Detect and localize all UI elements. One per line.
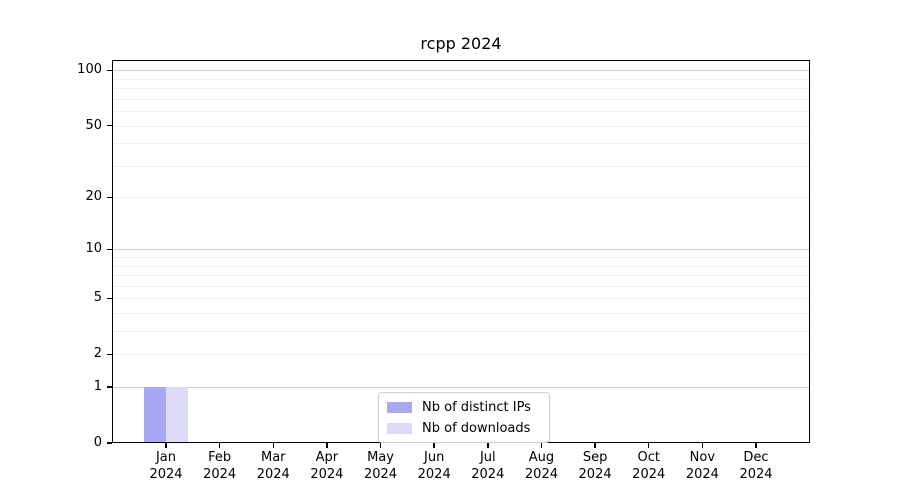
y-gridline-minor: [113, 275, 809, 277]
y-gridline-minor: [113, 265, 809, 267]
x-tick-label: Dec 2024: [724, 449, 788, 483]
y-gridline-minor: [113, 197, 809, 199]
y-tick: [107, 386, 112, 388]
x-tick-label-month: Jun: [424, 450, 445, 465]
y-gridline-minor: [113, 88, 809, 90]
x-tick-label-month: Apr: [315, 450, 339, 465]
y-tick-label: 1: [93, 379, 102, 395]
x-tick-label: Feb 2024: [188, 449, 252, 483]
x-tick-label: Aug 2024: [509, 449, 573, 483]
legend-item-distinct-ips: Nb of distinct IPs: [387, 399, 540, 415]
y-tick-label: 20: [85, 189, 102, 205]
y-gridline-minor: [113, 313, 809, 315]
y-tick-label: 5: [93, 290, 102, 306]
y-gridline-minor: [113, 125, 809, 127]
y-tick-label: 100: [77, 62, 102, 78]
bar-distinct-ips: [144, 387, 166, 443]
x-tick: [218, 443, 221, 448]
y-tick: [107, 353, 112, 356]
x-tick-label-year: 2024: [524, 467, 558, 482]
x-tick-label-month: Nov: [689, 450, 716, 465]
x-tick-label: Nov 2024: [670, 449, 734, 483]
x-tick-label-year: 2024: [149, 467, 183, 482]
y-gridline-minor: [113, 354, 809, 356]
chart-title: rcpp 2024: [420, 34, 502, 53]
x-tick: [647, 443, 650, 448]
y-tick: [107, 297, 112, 300]
x-tick-label: May 2024: [349, 449, 413, 483]
y-gridline-minor: [113, 298, 809, 300]
x-tick-label-month: Oct: [637, 450, 660, 465]
bar-downloads: [166, 387, 188, 443]
y-tick-label: 0: [93, 435, 102, 450]
x-tick: [487, 443, 489, 448]
y-gridline-minor: [113, 78, 809, 80]
x-tick-label-year: 2024: [739, 467, 773, 482]
x-tick-label-month: Mar: [261, 450, 286, 465]
legend: Nb of distinct IPs Nb of downloads: [378, 392, 550, 443]
y-tick-label: 2: [93, 346, 102, 362]
y-tick: [107, 196, 112, 198]
x-tick: [594, 443, 596, 448]
y-gridline-minor: [113, 331, 809, 333]
legend-label-downloads: Nb of downloads: [422, 420, 531, 436]
y-gridline-major: [113, 387, 809, 389]
y-gridline-major: [113, 249, 809, 251]
x-tick-label-month: Feb: [208, 450, 232, 465]
x-tick-label-year: 2024: [471, 467, 505, 482]
y-gridline-minor: [113, 285, 809, 287]
x-tick-label: Mar 2024: [241, 449, 305, 483]
x-tick-label-year: 2024: [685, 467, 719, 482]
x-tick-label: Jan 2024: [134, 449, 198, 483]
x-tick: [701, 443, 704, 448]
y-gridline-minor: [113, 165, 809, 167]
x-tick-label-year: 2024: [578, 467, 612, 482]
x-tick: [540, 443, 543, 448]
x-tick: [433, 443, 435, 448]
x-tick-label-year: 2024: [310, 467, 344, 482]
legend-swatch-distinct-ips: [387, 401, 412, 413]
y-tick-label: 50: [85, 117, 102, 133]
y-tick: [107, 442, 112, 444]
x-tick: [326, 443, 328, 448]
y-gridline-minor: [113, 143, 809, 145]
plot-area: [112, 60, 810, 443]
x-tick: [755, 443, 757, 448]
y-gridline-minor: [113, 98, 809, 100]
x-tick-label-year: 2024: [417, 467, 451, 482]
x-tick-label-year: 2024: [632, 467, 666, 482]
x-tick: [165, 443, 167, 448]
x-tick-label-month: Jan: [155, 450, 177, 465]
x-tick: [272, 443, 275, 448]
y-tick-label: 10: [85, 241, 102, 257]
x-tick: [379, 443, 382, 448]
x-tick-label-year: 2024: [203, 467, 237, 482]
x-tick-label: Sep 2024: [563, 449, 627, 483]
x-tick-label-month: Sep: [582, 450, 608, 465]
x-tick-label: Jun 2024: [402, 449, 466, 483]
legend-label-distinct-ips: Nb of distinct IPs: [422, 399, 531, 415]
y-gridline-major: [113, 70, 809, 72]
y-gridline-minor: [113, 257, 809, 259]
y-tick: [107, 124, 112, 127]
x-tick-label-month: Dec: [743, 450, 769, 465]
legend-item-downloads: Nb of downloads: [387, 420, 540, 436]
x-tick-label-year: 2024: [256, 467, 290, 482]
legend-swatch-downloads: [387, 422, 412, 434]
x-tick-label-month: May: [367, 450, 394, 465]
x-tick-label-year: 2024: [363, 467, 398, 482]
y-tick: [107, 248, 112, 251]
x-tick-label-month: Jul: [479, 450, 496, 465]
x-tick-label-month: Aug: [528, 450, 555, 465]
y-gridline-minor: [113, 111, 809, 113]
x-tick-label: Oct 2024: [617, 449, 681, 483]
x-tick-label: Jul 2024: [456, 449, 520, 483]
y-tick: [107, 69, 112, 72]
x-tick-label: Apr 2024: [295, 449, 359, 483]
